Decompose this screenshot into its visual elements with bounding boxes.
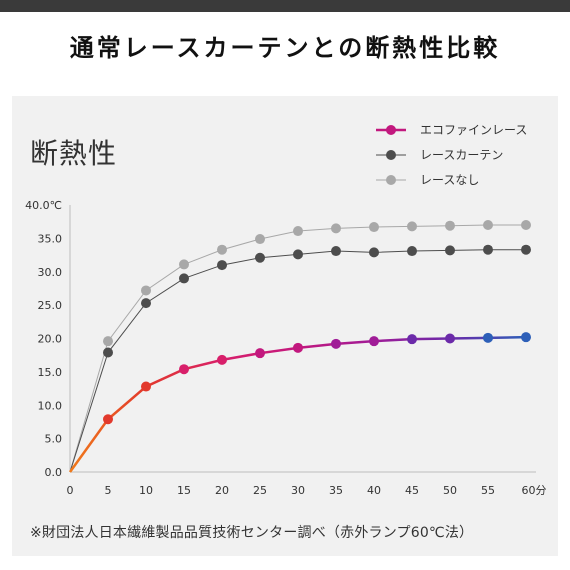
data-point: [521, 220, 531, 231]
data-point: [179, 273, 189, 284]
data-point: [331, 223, 341, 234]
page-title: 通常レースカーテンとの断熱性比較: [69, 34, 501, 62]
y-tick-label: 0.0: [45, 466, 63, 479]
data-point: [331, 338, 341, 349]
data-point: [483, 332, 493, 343]
top-bar: [0, 0, 570, 12]
x-axis-ticks: 0 5 10 15 20 25 30 35 40 45 50 55 60分: [67, 484, 547, 497]
data-point: [217, 260, 227, 271]
y-tick-label: 5.0: [45, 433, 63, 446]
data-point: [255, 252, 265, 263]
chart-title: 断熱性: [30, 137, 118, 170]
y-tick-label: 40.0℃: [25, 199, 62, 212]
data-point: [255, 348, 265, 359]
data-point: [445, 333, 455, 344]
data-point: [369, 222, 379, 233]
data-point: [483, 244, 493, 255]
chart-panel: [12, 96, 558, 556]
y-axis-ticks: 0.0 5.0 10.0 15.0 20.0 25.0 30.0 35.0 40.0℃: [25, 199, 62, 479]
data-point: [445, 220, 455, 231]
y-tick-label: 35.0: [38, 232, 63, 245]
data-point: [255, 234, 265, 245]
series-line: [69, 249, 526, 473]
data-point: [407, 246, 417, 257]
data-point: [369, 247, 379, 258]
x-tick-label: 50: [443, 484, 457, 497]
data-point: [369, 336, 379, 347]
x-tick-label: 15: [177, 484, 191, 497]
data-point: [141, 298, 151, 309]
data-point: [293, 249, 303, 260]
data-point: [141, 285, 151, 296]
data-point: [293, 226, 303, 237]
data-point: [217, 244, 227, 255]
x-tick-label: 25: [253, 484, 267, 497]
y-tick-label: 20.0: [38, 333, 63, 346]
data-point: [103, 414, 113, 425]
legend-marker: [386, 150, 396, 160]
series-line: [68, 335, 527, 473]
x-tick-label: 40: [367, 484, 381, 497]
x-tick-label: 10: [139, 484, 153, 497]
data-point: [103, 336, 113, 347]
y-tick-label: 15.0: [38, 366, 63, 379]
legend-marker: [386, 125, 396, 135]
data-point: [141, 381, 151, 392]
legend-label: レースカーテン: [420, 148, 503, 162]
data-point: [217, 354, 227, 365]
data-point: [407, 334, 417, 345]
footnote: ※財団法人日本繊維製品品質技術センター調べ（赤外ランプ60℃法）: [30, 525, 474, 541]
x-tick-label: 60分: [522, 484, 547, 497]
data-point: [407, 221, 417, 232]
y-tick-label: 30.0: [38, 266, 63, 279]
data-point: [445, 245, 455, 256]
x-tick-label: 20: [215, 484, 229, 497]
x-tick-label: 55: [481, 484, 495, 497]
data-point: [331, 246, 341, 257]
y-tick-label: 10.0: [38, 399, 63, 412]
data-point: [521, 332, 531, 343]
x-tick-label: 45: [405, 484, 419, 497]
legend-label: レースなし: [420, 173, 479, 187]
data-point: [179, 259, 189, 270]
x-tick-label: 5: [105, 484, 112, 497]
axes: [69, 205, 536, 473]
x-tick-label: 35: [329, 484, 343, 497]
legend-label: エコファインレース: [420, 123, 527, 137]
data-point: [293, 342, 303, 353]
data-point: [179, 364, 189, 375]
series-points: [103, 220, 531, 425]
legend-marker: [386, 175, 396, 185]
data-point: [483, 220, 493, 231]
x-tick-label: 30: [291, 484, 305, 497]
x-tick-label: 0: [67, 484, 74, 497]
data-point: [521, 244, 531, 255]
y-tick-label: 25.0: [38, 299, 63, 312]
data-point: [103, 347, 113, 358]
